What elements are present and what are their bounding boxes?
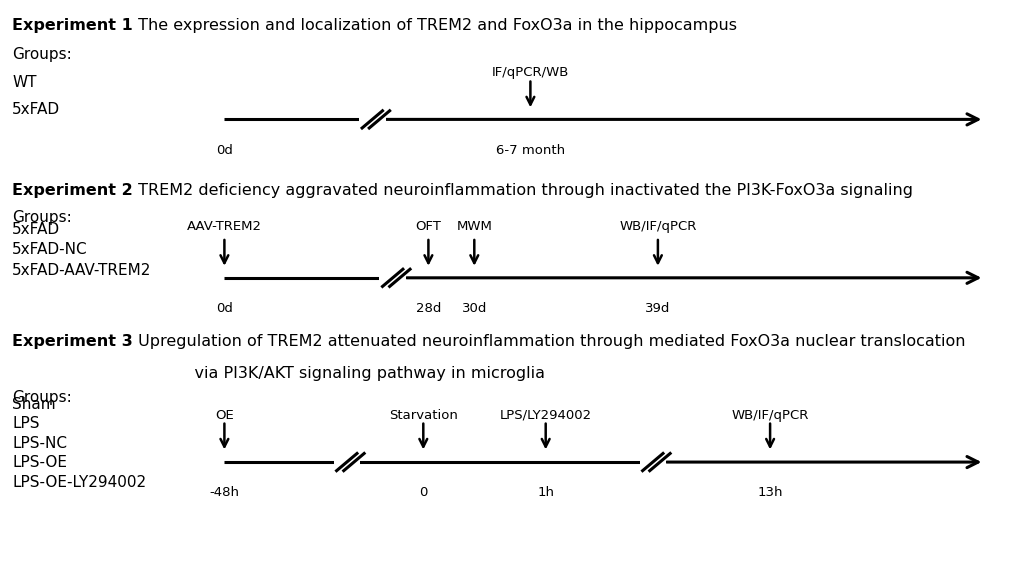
- Text: MWM: MWM: [455, 220, 492, 233]
- Text: Groups:: Groups:: [12, 390, 72, 405]
- Text: 13h: 13h: [756, 486, 783, 499]
- Text: 6-7 month: 6-7 month: [495, 144, 565, 157]
- Text: Groups:: Groups:: [12, 210, 72, 225]
- Text: 39d: 39d: [645, 302, 669, 315]
- Text: 5xFAD: 5xFAD: [12, 222, 60, 237]
- Text: Starvation: Starvation: [388, 409, 458, 422]
- Text: 5xFAD-NC: 5xFAD-NC: [12, 242, 88, 257]
- Text: LPS/LY294002: LPS/LY294002: [499, 409, 591, 422]
- Text: 0: 0: [419, 486, 427, 499]
- Text: -48h: -48h: [209, 486, 239, 499]
- Text: LPS-OE-LY294002: LPS-OE-LY294002: [12, 475, 146, 490]
- Text: LPS: LPS: [12, 416, 40, 431]
- Text: IF/qPCR/WB: IF/qPCR/WB: [491, 66, 569, 79]
- Text: OFT: OFT: [415, 220, 441, 233]
- Text: Experiment 3: Experiment 3: [12, 334, 132, 349]
- Text: Groups:: Groups:: [12, 47, 72, 62]
- Text: 30d: 30d: [462, 302, 486, 315]
- Text: Upregulation of TREM2 attenuated neuroinflammation through mediated FoxO3a nucle: Upregulation of TREM2 attenuated neuroin…: [132, 334, 964, 349]
- Text: 0d: 0d: [216, 302, 232, 315]
- Text: Experiment 2: Experiment 2: [12, 183, 132, 197]
- Text: OE: OE: [215, 409, 233, 422]
- Text: 5xFAD-AAV-TREM2: 5xFAD-AAV-TREM2: [12, 263, 152, 278]
- Text: via PI3K/AKT signaling pathway in microglia: via PI3K/AKT signaling pathway in microg…: [132, 366, 544, 381]
- Text: 28d: 28d: [416, 302, 440, 315]
- Text: LPS-OE: LPS-OE: [12, 455, 67, 470]
- Text: WB/IF/qPCR: WB/IF/qPCR: [731, 409, 808, 422]
- Text: AAV-TREM2: AAV-TREM2: [186, 220, 262, 233]
- Text: WB/IF/qPCR: WB/IF/qPCR: [619, 220, 696, 233]
- Text: WT: WT: [12, 75, 37, 90]
- Text: 0d: 0d: [216, 144, 232, 157]
- Text: TREM2 deficiency aggravated neuroinflammation through inactivated the PI3K-FoxO3: TREM2 deficiency aggravated neuroinflamm…: [132, 183, 912, 197]
- Text: 5xFAD: 5xFAD: [12, 102, 60, 117]
- Text: Sham: Sham: [12, 397, 56, 412]
- Text: LPS-NC: LPS-NC: [12, 436, 67, 451]
- Text: 1h: 1h: [537, 486, 553, 499]
- Text: Experiment 1: Experiment 1: [12, 18, 132, 33]
- Text: The expression and localization of TREM2 and FoxO3a in the hippocampus: The expression and localization of TREM2…: [132, 18, 736, 33]
